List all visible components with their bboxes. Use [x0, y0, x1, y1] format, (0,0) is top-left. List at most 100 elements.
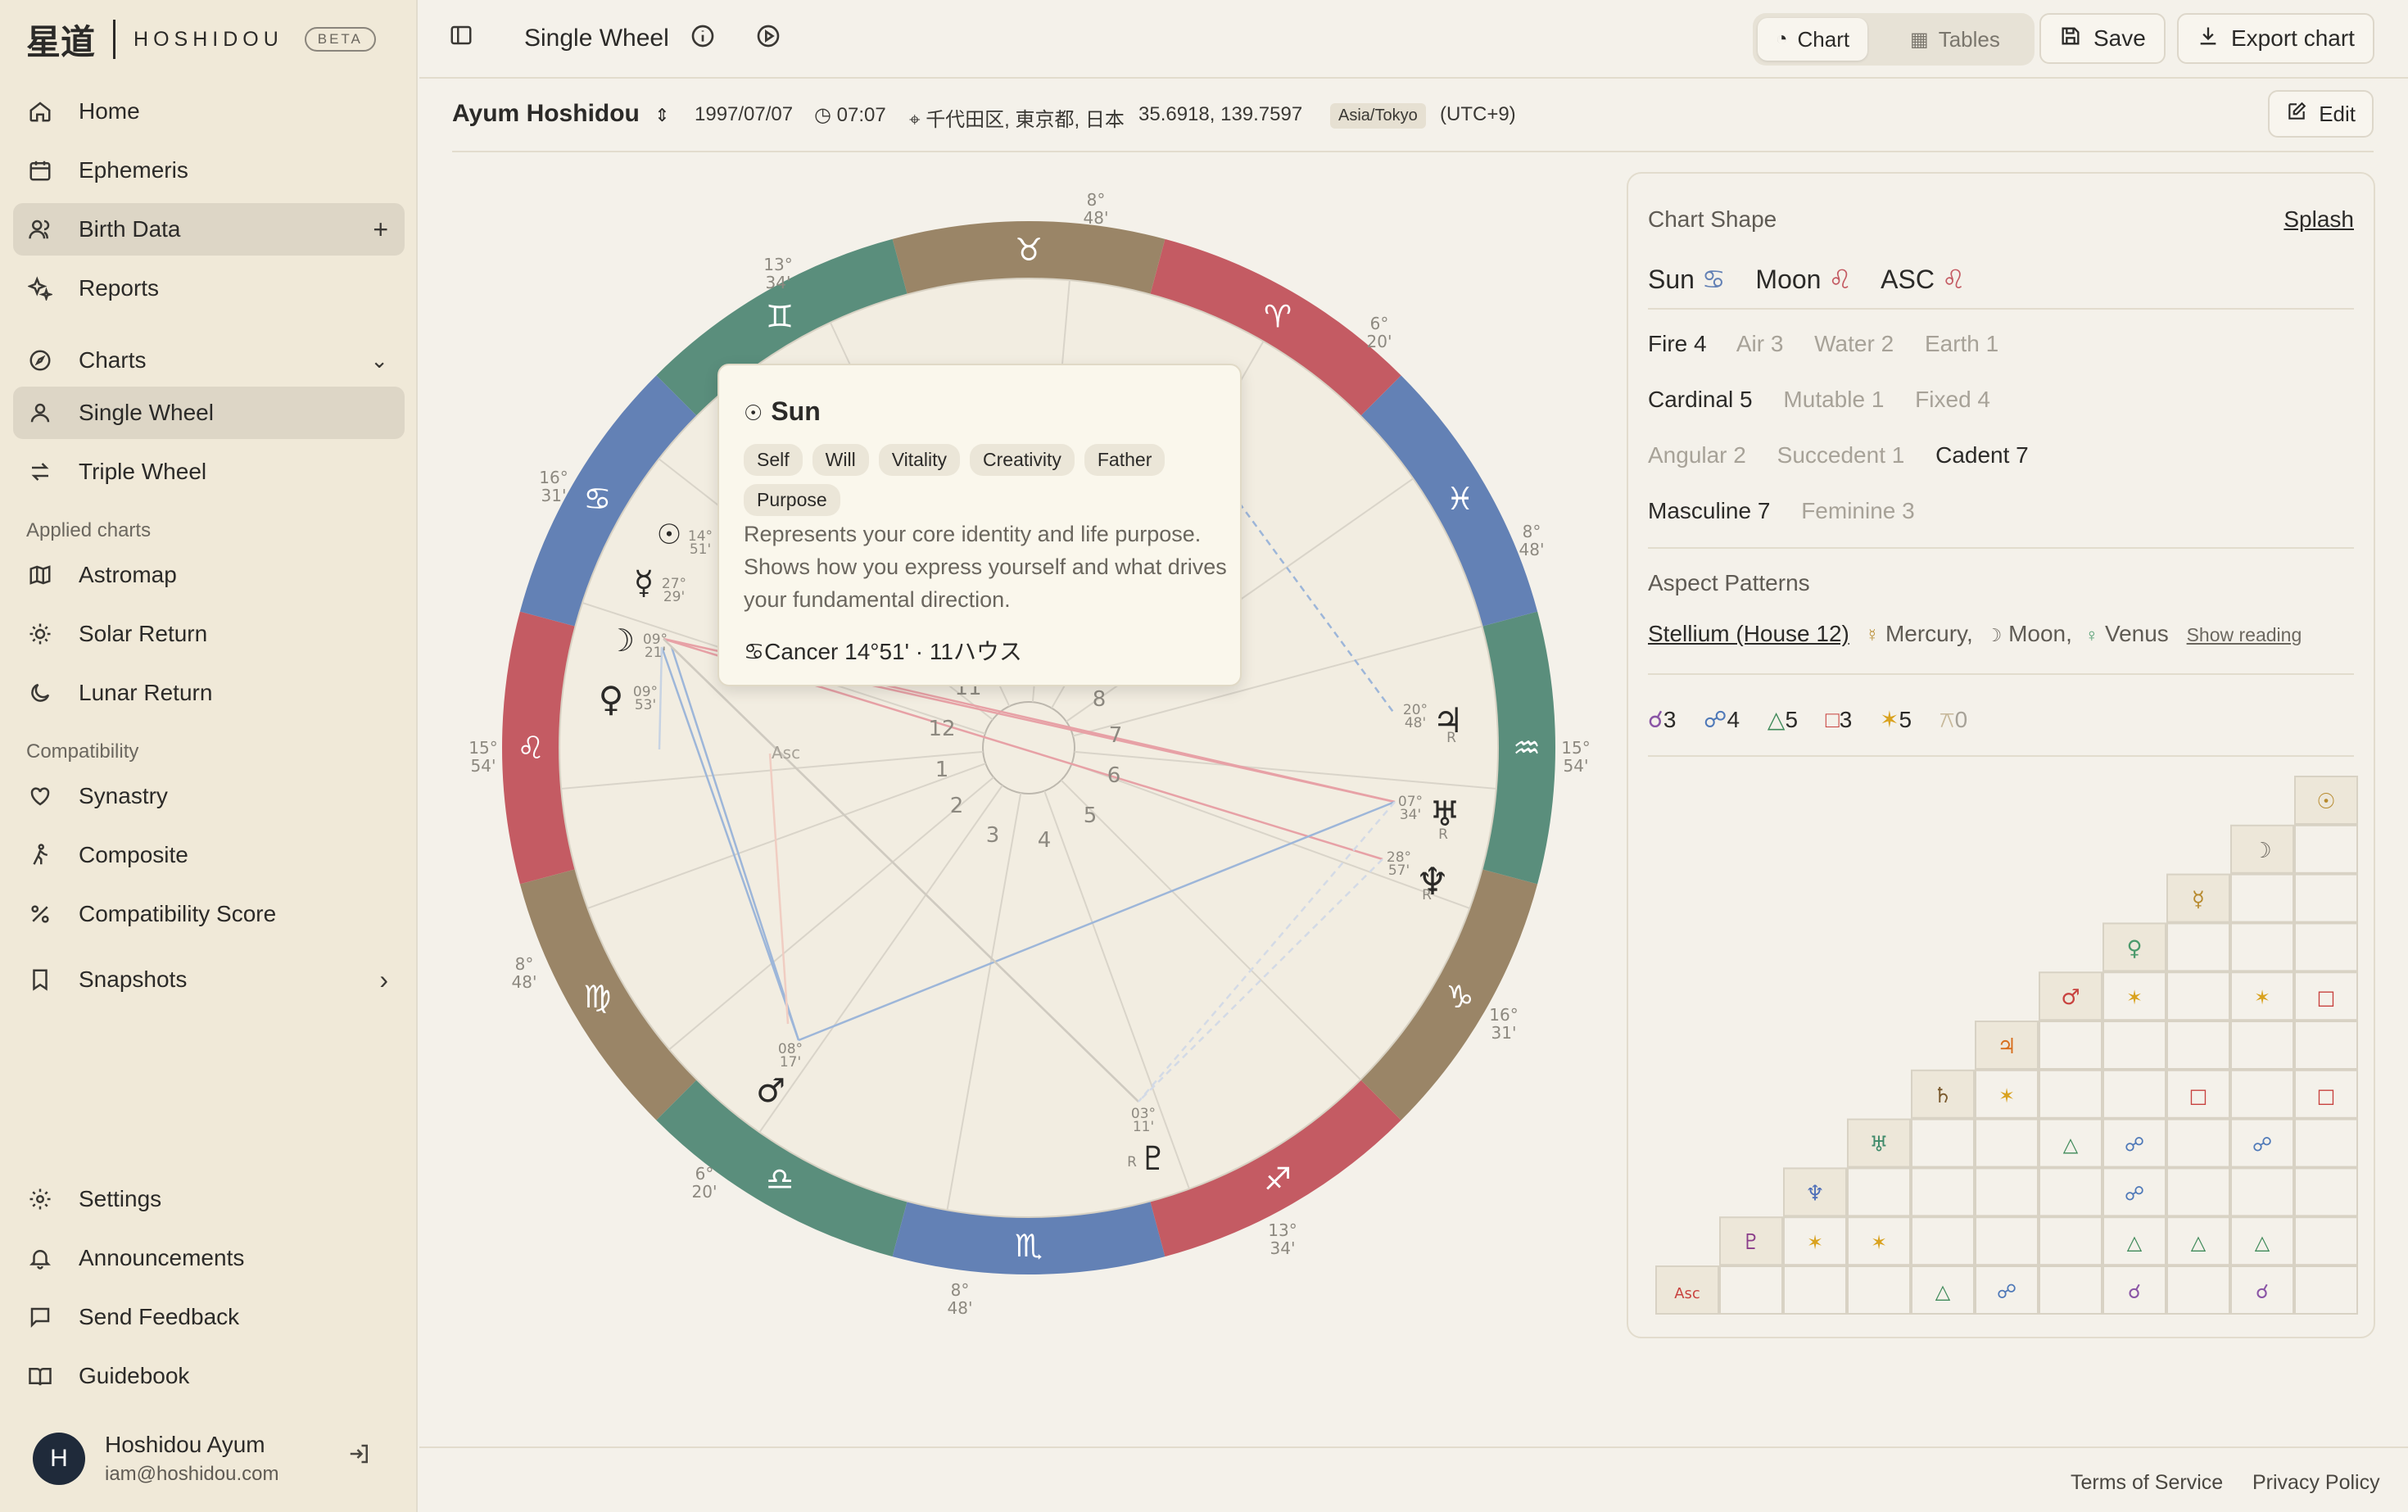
mercury-glyph[interactable]: ☿ [634, 564, 654, 602]
sidebar-item-triple-wheel[interactable]: Triple Wheel [13, 446, 405, 498]
aspect-grid-cell[interactable] [2294, 1216, 2358, 1266]
aspect-grid-cell[interactable] [1911, 1167, 1975, 1217]
aspect-grid-cell[interactable] [2294, 1167, 2358, 1217]
aspect-grid-cell[interactable] [1975, 1216, 2039, 1266]
sidebar-toggle-icon[interactable] [449, 23, 473, 54]
sidebar-item-synastry[interactable]: Synastry [13, 770, 405, 822]
aspect-grid-cell[interactable] [2102, 971, 2166, 1021]
tab-tables[interactable]: ▦ Tables [1892, 18, 2018, 61]
libra-segment[interactable] [656, 1080, 908, 1257]
venus-glyph[interactable]: ♀ [599, 679, 624, 719]
aspect-grid-cell[interactable] [2294, 922, 2358, 972]
sidebar-item-compatibility-score[interactable]: Compatibility Score [13, 888, 405, 940]
save-button[interactable]: Save [2039, 13, 2166, 64]
tab-chart[interactable]: ◔ Chart [1758, 18, 1868, 61]
leo-segment[interactable] [502, 611, 576, 885]
chevron-down-icon[interactable]: ⌄ [370, 347, 388, 373]
sidebar-item-guidebook[interactable]: Guidebook [13, 1350, 405, 1402]
aspect-grid-cell[interactable] [2166, 1118, 2230, 1168]
aspect-grid-cell[interactable] [2294, 1118, 2358, 1168]
sun-glyph[interactable]: ☉ [657, 518, 681, 551]
natal-chart-wheel[interactable]: 12 1 2 3 4 5 6 7 8 11 Asc 8° 48'6° 20'8° 48… [452, 179, 1599, 1325]
aspect-grid-cell[interactable] [2039, 1167, 2102, 1217]
sidebar-item-birth-data[interactable]: Birth Data + [13, 203, 405, 256]
edit-button[interactable]: Edit [2268, 90, 2374, 138]
stellium-link[interactable]: Stellium (House 12) [1648, 621, 1849, 646]
aspect-grid-cell[interactable] [2294, 1265, 2358, 1315]
aspect-grid-cell[interactable] [1847, 1265, 1911, 1315]
logout-icon[interactable] [347, 1442, 372, 1473]
aspect-grid-cell[interactable] [2294, 824, 2358, 874]
subject-selector[interactable]: Ayum Hoshidou ⇕ [452, 100, 670, 128]
aspect-grid-cell[interactable] [1719, 1265, 1783, 1315]
aspect-grid-cell[interactable] [2230, 1069, 2294, 1119]
aspect-grid-cell[interactable] [2230, 971, 2294, 1021]
aspect-grid-cell[interactable] [2039, 1021, 2102, 1070]
aspect-grid-cell[interactable] [1975, 1167, 2039, 1217]
aspect-grid-cell[interactable] [1911, 1216, 1975, 1266]
aspect-grid-cell[interactable] [2230, 922, 2294, 972]
privacy-link[interactable]: Privacy Policy [2252, 1471, 2380, 1494]
aspect-grid-cell[interactable] [2166, 1167, 2230, 1217]
mars-glyph[interactable]: ♂ [756, 1072, 785, 1110]
sidebar-item-composite[interactable]: Composite [13, 829, 405, 881]
scorpio-segment[interactable] [892, 1201, 1166, 1274]
capricorn-segment[interactable] [1360, 869, 1538, 1120]
aspect-grid-cell[interactable] [2039, 1069, 2102, 1119]
aspect-grid-cell[interactable] [2039, 1265, 2102, 1315]
terms-link[interactable]: Terms of Service [2071, 1471, 2224, 1494]
aspect-grid-cell[interactable] [2230, 1265, 2294, 1315]
chevron-right-icon[interactable]: › [379, 964, 388, 994]
aspect-grid-cell[interactable] [1783, 1216, 1847, 1266]
info-icon[interactable] [690, 23, 716, 56]
sidebar-item-settings[interactable]: Settings [13, 1173, 405, 1225]
uranus-glyph[interactable]: ♅ [1429, 794, 1460, 834]
taurus-segment[interactable] [892, 221, 1166, 295]
aspect-grid-cell[interactable] [2166, 1069, 2230, 1119]
aspect-grid-cell[interactable] [2102, 1265, 2166, 1315]
aspect-grid-cell[interactable] [1847, 1167, 1911, 1217]
aspect-grid-cell[interactable] [2166, 1265, 2230, 1315]
aspect-grid-cell[interactable] [2102, 1069, 2166, 1119]
aspect-grid-cell[interactable] [2166, 1021, 2230, 1070]
aspect-grid-cell[interactable] [2166, 971, 2230, 1021]
chart-shape-value[interactable]: Splash [2284, 206, 2354, 232]
aspect-grid-cell[interactable] [2102, 1167, 2166, 1217]
aspect-grid-cell[interactable] [1783, 1265, 1847, 1315]
export-chart-button[interactable]: Export chart [2177, 13, 2374, 64]
aspect-grid-cell[interactable] [2294, 1069, 2358, 1119]
aspect-grid-cell[interactable] [2230, 1216, 2294, 1266]
aspect-grid-cell[interactable] [2230, 873, 2294, 923]
moon-glyph[interactable]: ☽ [607, 622, 635, 659]
sidebar-item-single-wheel[interactable]: Single Wheel [13, 387, 405, 439]
pluto-glyph[interactable]: ♇ [1138, 1140, 1168, 1178]
pisces-segment[interactable] [1360, 375, 1538, 627]
user-profile[interactable]: H Hoshidou Ayum iam@hoshidou.com [33, 1432, 278, 1486]
sidebar-item-ephemeris[interactable]: Ephemeris [13, 144, 405, 197]
aquarius-segment[interactable] [1482, 611, 1555, 885]
virgo-segment[interactable] [519, 869, 697, 1120]
add-birth-data-button[interactable]: + [373, 214, 388, 244]
sidebar-item-solar-return[interactable]: Solar Return [13, 608, 405, 660]
neptune-glyph[interactable]: ♆ [1415, 859, 1449, 903]
aries-segment[interactable] [1150, 238, 1401, 416]
aspect-grid-cell[interactable] [2230, 1021, 2294, 1070]
play-icon[interactable] [755, 23, 781, 56]
aspect-grid-cell[interactable] [2102, 1021, 2166, 1070]
aspect-grid-cell[interactable] [2230, 1167, 2294, 1217]
aspect-grid-cell[interactable] [2102, 1216, 2166, 1266]
aspect-grid-cell[interactable] [1847, 1216, 1911, 1266]
sidebar-item-lunar-return[interactable]: Lunar Return [13, 667, 405, 719]
aspect-grid-cell[interactable] [1975, 1118, 2039, 1168]
aspect-grid-cell[interactable] [2166, 922, 2230, 972]
sagittarius-segment[interactable] [1150, 1080, 1401, 1257]
aspect-grid-cell[interactable] [1911, 1265, 1975, 1315]
aspect-grid-cell[interactable] [1975, 1265, 2039, 1315]
aspect-grid-cell[interactable] [2039, 1118, 2102, 1168]
sidebar-item-charts[interactable]: Charts ⌄ [13, 334, 405, 387]
app-logo[interactable]: 星道 HOSHIDOU BETA [26, 15, 376, 64]
sidebar-item-home[interactable]: Home [13, 85, 405, 138]
sidebar-item-announcements[interactable]: Announcements [13, 1232, 405, 1284]
aspect-grid-cell[interactable] [2166, 1216, 2230, 1266]
aspect-grid[interactable]: ☉ ☽ ☿ ♀ ♂ ✶ ✶ □ ♃ ♄ ✶ □ □ ♅ △ ☍ ☍ ♆ ☍ ♇ ✶ ✶ △ △ △ Asc △ ☍ ☌ ☌ [1628, 174, 2377, 1340]
